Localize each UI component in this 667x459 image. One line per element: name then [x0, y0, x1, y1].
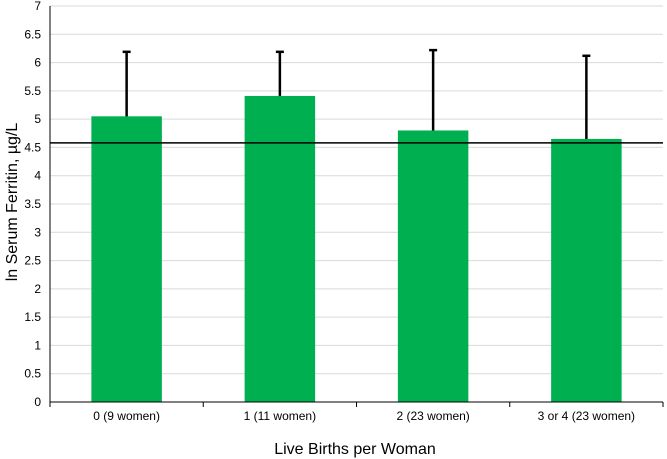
y-tick-label: 1.5	[24, 310, 41, 324]
bar	[91, 116, 162, 403]
y-tick-label: 3.5	[24, 197, 41, 211]
y-tick-label: 2.5	[24, 254, 41, 268]
error-bars	[122, 48, 591, 139]
y-tick-label: 5.5	[24, 84, 41, 98]
y-tick-label: 0.5	[24, 367, 41, 381]
x-tick-labels: 0 (9 women) 1 (11 women) 2 (23 women) 3 or …	[93, 409, 635, 423]
y-tick-labels: 0 0.5 1 1.5 2 2.5 3 3.5 4 4.5 5 5.5 6 6.5 7	[24, 0, 41, 409]
y-tick-label: 0	[34, 395, 41, 409]
x-tick-label: 2 (23 women)	[396, 409, 469, 423]
x-axis-title: Live Births per Woman	[274, 441, 436, 458]
bar	[244, 95, 316, 402]
y-tick-label: 2	[34, 282, 41, 296]
x-tick-label: 1 (11 women)	[244, 409, 316, 423]
y-axis-title: ln Serum Ferritin, µg/L	[4, 123, 21, 282]
y-tick-label: 1	[34, 338, 41, 352]
x-tick-label: 0 (9 women)	[93, 409, 160, 423]
bar	[397, 130, 469, 402]
y-tick-label: 6	[34, 56, 41, 70]
y-tick-label: 7	[34, 0, 41, 13]
y-tick-label: 4	[34, 169, 41, 183]
bar	[551, 138, 622, 402]
axes	[49, 6, 664, 407]
y-tick-label: 4.5	[24, 140, 41, 154]
y-tick-label: 3	[34, 225, 41, 239]
bars	[91, 95, 622, 403]
y-tick-label: 6.5	[24, 27, 41, 41]
y-tick-label: 5	[34, 112, 41, 126]
x-tick-label: 3 or 4 (23 women)	[538, 409, 635, 423]
